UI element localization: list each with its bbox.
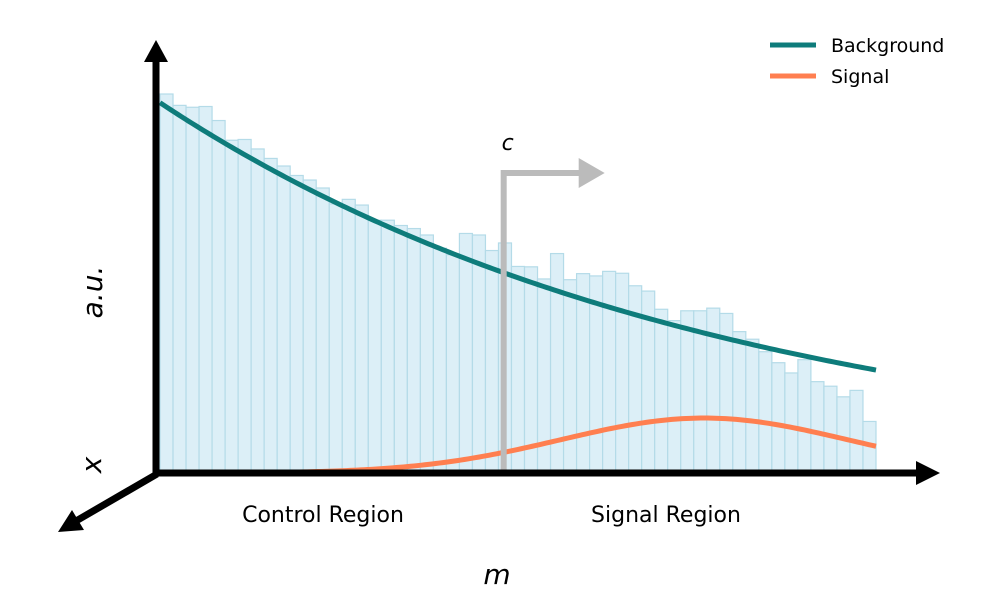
histogram-bar	[471, 234, 487, 474]
histogram-bar	[185, 106, 200, 474]
y-axis-arrowhead	[144, 40, 168, 62]
histogram-bar	[250, 148, 265, 474]
legend: Background Signal	[770, 35, 944, 88]
histogram-bar	[380, 219, 395, 474]
histogram-bar	[510, 265, 526, 474]
histogram-bar	[328, 203, 343, 474]
histogram-bar	[393, 224, 408, 474]
control-region-label: Control Region	[242, 503, 404, 528]
histogram-bar	[680, 310, 695, 474]
histogram-bar	[198, 105, 213, 474]
histogram-bar	[732, 331, 747, 474]
histogram-bar	[458, 232, 474, 474]
histogram-bar	[237, 138, 252, 474]
axes	[58, 40, 940, 532]
histogram-bar	[810, 381, 825, 474]
cut-marker: c	[500, 131, 605, 476]
histogram-bar	[823, 385, 838, 474]
legend-label-signal: Signal	[831, 66, 889, 88]
z-axis-label: x	[75, 456, 108, 474]
histogram-bar	[615, 272, 630, 474]
histogram-bar	[406, 227, 421, 474]
histogram-bar	[523, 266, 539, 474]
histogram-bar	[432, 247, 447, 474]
histogram-bar	[836, 396, 851, 474]
y-axis-label: a.u.	[76, 266, 109, 319]
histogram-bar	[263, 157, 278, 474]
histogram-bar	[562, 279, 578, 474]
histogram-bar	[367, 219, 382, 474]
histogram-bar	[289, 174, 304, 474]
histogram-bar	[315, 187, 330, 474]
x-axis-arrowhead	[916, 461, 940, 485]
z-axis-arrowhead	[58, 510, 84, 532]
histogram-bar	[758, 351, 773, 474]
histogram-bar	[745, 338, 760, 474]
histogram-bar	[419, 234, 434, 474]
histogram-bar	[172, 104, 187, 474]
histogram-bar	[797, 359, 812, 474]
histogram-bar	[445, 254, 461, 474]
histogram-bar	[784, 372, 799, 474]
histogram-bar	[302, 179, 317, 474]
histogram-bar	[484, 249, 500, 474]
histogram-bar	[575, 273, 591, 474]
series-line-background	[158, 100, 877, 373]
histogram-bar	[354, 204, 369, 474]
histogram-bar	[849, 389, 864, 474]
histogram-bar	[276, 165, 291, 474]
histogram-bar	[602, 270, 617, 474]
histogram-bar	[654, 308, 669, 474]
cut-line	[500, 170, 582, 476]
histogram-bar	[159, 93, 174, 474]
histogram-bars	[159, 93, 877, 474]
z-axis	[74, 470, 159, 525]
cut-arrowhead	[578, 158, 605, 188]
histogram-bar	[341, 198, 356, 474]
histogram-bar	[667, 320, 682, 474]
cut-label: c	[502, 131, 514, 156]
histogram-bar	[211, 119, 226, 474]
legend-label-background: Background	[831, 35, 944, 57]
x-axis-label: m	[483, 558, 510, 591]
signal-region-label: Signal Region	[591, 503, 741, 528]
histogram-bar	[224, 139, 239, 474]
histogram-bar	[771, 362, 786, 474]
